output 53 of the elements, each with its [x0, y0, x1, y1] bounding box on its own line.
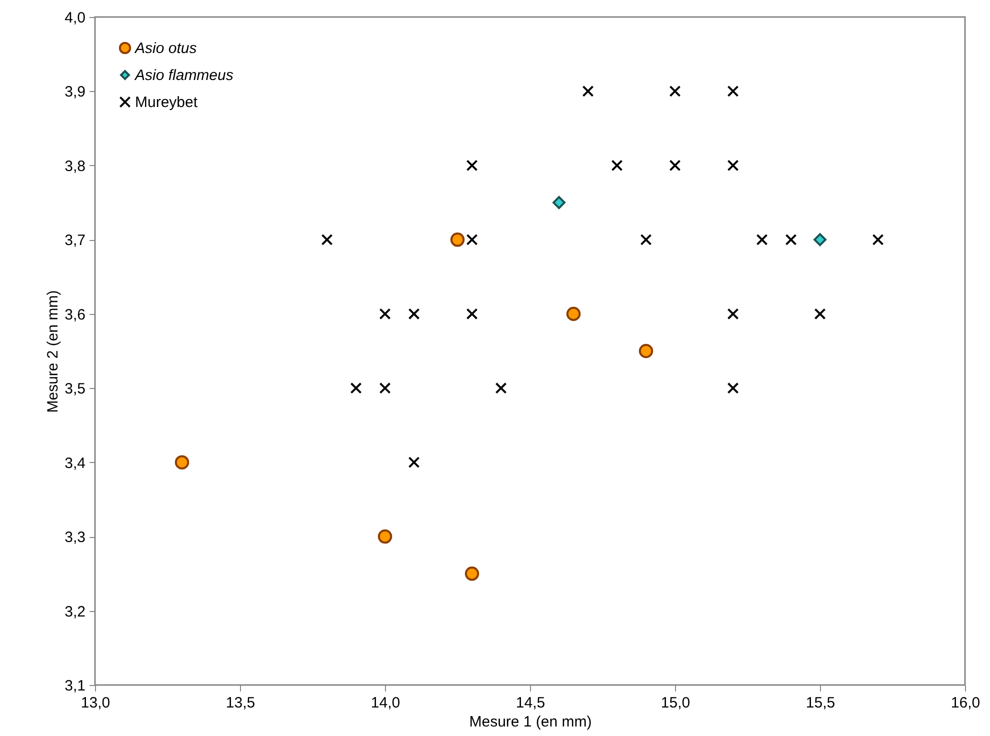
point: [466, 234, 478, 246]
x-tick-label: 16,0: [950, 694, 980, 712]
point: [638, 344, 654, 358]
x-tick-label: 15,5: [806, 694, 836, 712]
x-axis-title: Mesure 1 (en mm): [469, 714, 592, 730]
legend-label: Asio otus: [134, 40, 198, 57]
point: [379, 308, 391, 320]
y-tick-label: 3,7: [64, 232, 86, 250]
point: [872, 234, 884, 246]
legend-label: Asio flammeus: [134, 67, 234, 84]
point: [552, 196, 566, 210]
x-tick-label: 14,0: [370, 694, 400, 712]
point: [466, 308, 478, 320]
point: [611, 160, 623, 172]
x-tick-label: 13,0: [80, 694, 110, 712]
point: [321, 234, 333, 246]
point: [466, 160, 478, 172]
point: [408, 456, 420, 468]
point: [727, 308, 739, 320]
y-tick-label: 4,0: [64, 10, 86, 26]
y-tick-label: 3,1: [64, 678, 86, 694]
point: [379, 382, 391, 394]
point: [582, 85, 594, 97]
y-tick-label: 3,4: [64, 454, 86, 472]
point: [450, 232, 465, 247]
point: [378, 529, 392, 544]
point: [408, 308, 420, 320]
point: [495, 382, 507, 394]
point: [814, 233, 826, 246]
point: [640, 234, 652, 246]
y-axis-title: Mesure 2 (en mm): [44, 290, 62, 413]
point: [174, 455, 190, 470]
point: [785, 234, 797, 246]
point: [464, 566, 480, 581]
point: [669, 85, 681, 97]
point: [727, 160, 739, 172]
point: [727, 382, 739, 394]
legend-label: Mureybet: [135, 94, 198, 111]
point: [669, 160, 681, 172]
y-tick-label: 3,3: [64, 529, 86, 546]
point: [350, 382, 362, 394]
point: [814, 308, 826, 320]
point: [756, 234, 768, 246]
point: [566, 306, 581, 321]
x-tick-label: 13,5: [226, 694, 256, 712]
y-tick-label: 3,6: [64, 306, 86, 324]
y-tick-label: 3,8: [64, 158, 86, 175]
x-tick-label: 14,5: [516, 694, 546, 712]
y-tick-label: 3,2: [64, 603, 86, 620]
y-tick-label: 3,5: [64, 380, 86, 398]
point: [727, 85, 739, 97]
y-tick-label: 3,9: [64, 84, 86, 101]
x-tick-label: 15,0: [660, 694, 690, 712]
